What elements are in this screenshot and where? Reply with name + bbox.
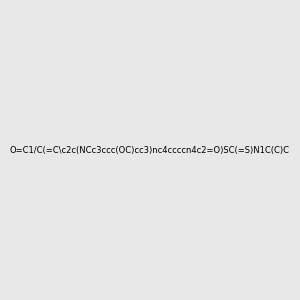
Text: O=C1/C(=C\c2c(NCc3ccc(OC)cc3)nc4ccccn4c2=O)SC(=S)N1C(C)C: O=C1/C(=C\c2c(NCc3ccc(OC)cc3)nc4ccccn4c2… <box>10 146 290 154</box>
